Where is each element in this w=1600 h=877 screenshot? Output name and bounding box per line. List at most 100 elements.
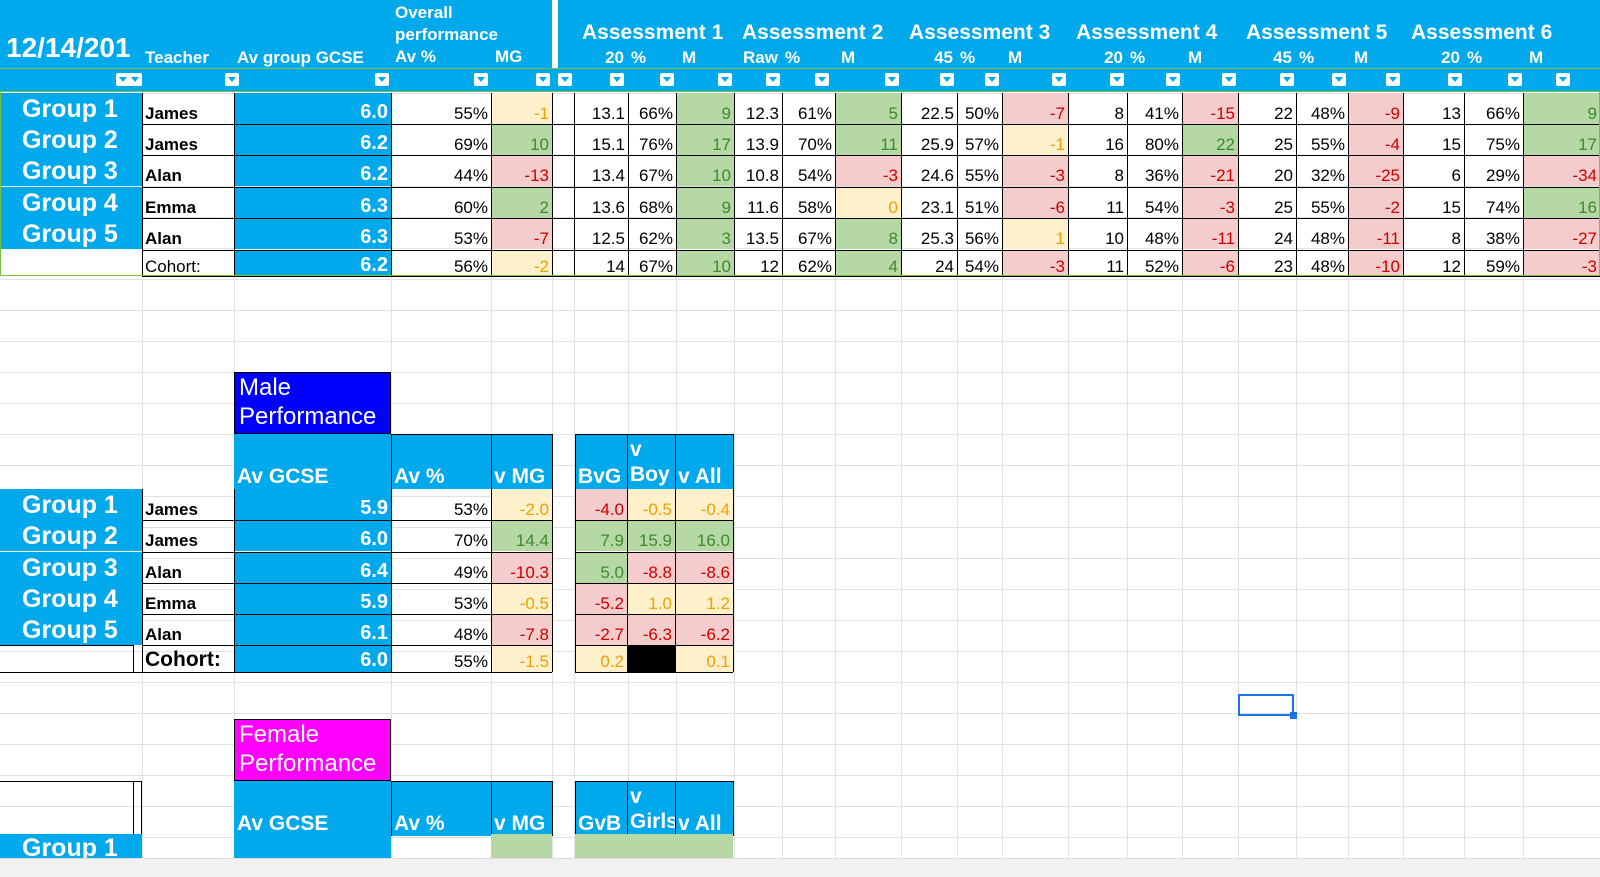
teacher-cell[interactable]: Alan bbox=[145, 229, 182, 248]
filter-dropdown-icon[interactable] bbox=[718, 73, 732, 86]
male-v-boy-cell[interactable]: -8.8 bbox=[627, 552, 675, 583]
teacher-header[interactable]: Teacher bbox=[142, 0, 234, 68]
assessment-m-cell[interactable]: -21 bbox=[1182, 155, 1238, 186]
male-teacher-cell[interactable]: James bbox=[145, 500, 198, 519]
assessment-m-cell[interactable]: -15 bbox=[1182, 93, 1238, 124]
av-gcse-cell[interactable]: 6.0 bbox=[234, 93, 391, 124]
assessment-pct-cell[interactable]: 66% bbox=[1485, 104, 1520, 123]
filter-dropdown-icon[interactable] bbox=[1280, 73, 1294, 86]
assessment-5-header[interactable]: Assessment 5 bbox=[1238, 0, 1403, 46]
assessment-2-pct-header[interactable]: % bbox=[782, 46, 835, 68]
male-group-label[interactable]: Group 5 bbox=[0, 614, 142, 645]
filter-dropdown-icon[interactable] bbox=[1448, 73, 1462, 86]
teacher-cell[interactable]: James bbox=[145, 135, 198, 154]
male-v-boy-cell[interactable]: -0.5 bbox=[627, 489, 675, 520]
assessment-4-m-header[interactable]: M bbox=[1182, 46, 1238, 68]
male-av-gcse-cell[interactable]: 5.9 bbox=[234, 489, 391, 520]
male-av-gcse-cell[interactable]: 6.1 bbox=[234, 614, 391, 645]
assessment-m-cell[interactable]: 8 bbox=[835, 218, 901, 249]
assessment-m-cell[interactable]: -25 bbox=[1348, 155, 1403, 186]
group-label[interactable]: Group 4 bbox=[0, 187, 142, 218]
mg-cell[interactable]: 10 bbox=[491, 124, 552, 155]
male-vmg-header[interactable]: v MG bbox=[491, 434, 552, 489]
assessment-raw-cell[interactable]: 12.3 bbox=[745, 104, 779, 123]
assessment-raw-cell[interactable]: 11.6 bbox=[747, 198, 779, 217]
male-vmg-cell[interactable]: -0.5 bbox=[491, 583, 552, 614]
assessment-m-cell[interactable]: 11 bbox=[835, 124, 901, 155]
male-vmg-cell[interactable]: 14.4 bbox=[491, 520, 552, 551]
male-av-pct-cell[interactable]: 53% bbox=[453, 500, 488, 519]
assessment-raw-cell[interactable]: 8 bbox=[1451, 229, 1461, 248]
filter-dropdown-icon[interactable] bbox=[375, 73, 389, 86]
male-vall-cell[interactable]: 1.2 bbox=[675, 583, 733, 614]
spreadsheet-grid[interactable]: 12/14/201 Teacher Av group GCSE Overall … bbox=[0, 0, 1600, 858]
male-av-pct-cell[interactable]: 49% bbox=[453, 563, 488, 582]
filter-dropdown-icon[interactable] bbox=[1166, 73, 1180, 86]
assessment-raw-cell[interactable]: 20 bbox=[1274, 166, 1293, 185]
av-group-gcse-header[interactable]: Av group GCSE bbox=[234, 0, 391, 68]
filter-dropdown-icon[interactable] bbox=[1052, 73, 1066, 86]
assessment-pct-cell[interactable]: 76% bbox=[638, 135, 673, 154]
av-gcse-cell[interactable]: 6.2 bbox=[234, 124, 391, 155]
assessment-m-cell[interactable]: -27 bbox=[1523, 218, 1600, 249]
assessment-2-m-header[interactable]: M bbox=[835, 46, 901, 68]
female-av-gcse-header[interactable]: Av GCSE bbox=[234, 781, 391, 836]
assessment-3-header[interactable]: Assessment 3 bbox=[901, 0, 1068, 46]
filter-dropdown-icon[interactable] bbox=[1556, 73, 1570, 86]
assessment-5-raw-header[interactable]: 45 bbox=[1238, 46, 1296, 68]
assessment-6-pct-header[interactable]: % bbox=[1464, 46, 1523, 68]
filter-dropdown-icon[interactable] bbox=[558, 73, 572, 86]
av-pct-cell[interactable]: 44% bbox=[453, 166, 488, 185]
assessment-1-header[interactable]: Assessment 1 bbox=[574, 0, 734, 46]
male-v-boy-cell[interactable]: 15.9 bbox=[627, 520, 675, 551]
assessment-1-raw-header[interactable]: 20 bbox=[574, 46, 628, 68]
male-vmg-cell[interactable]: -2.0 bbox=[491, 489, 552, 520]
assessment-2-raw-header[interactable]: Raw bbox=[734, 46, 782, 68]
assessment-m-cell[interactable]: -11 bbox=[1348, 218, 1403, 249]
male-group-label[interactable]: Group 3 bbox=[0, 552, 142, 583]
male-teacher-cell[interactable]: Emma bbox=[145, 594, 197, 613]
teacher-cell[interactable]: Alan bbox=[145, 166, 182, 185]
assessment-raw-cell[interactable]: 23.1 bbox=[920, 198, 954, 217]
male-av-pct-cell[interactable]: 53% bbox=[453, 594, 488, 613]
assessment-raw-cell[interactable]: 15 bbox=[1442, 135, 1461, 154]
assessment-6-m-header[interactable]: M bbox=[1523, 46, 1600, 68]
assessment-pct-cell[interactable]: 29% bbox=[1485, 166, 1520, 185]
male-group-label[interactable] bbox=[0, 645, 134, 672]
assessment-5-m-header[interactable]: M bbox=[1348, 46, 1403, 68]
assessment-raw-cell[interactable]: 14 bbox=[606, 257, 625, 276]
assessment-6-raw-header[interactable]: 20 bbox=[1403, 46, 1464, 68]
male-v-boy-cell[interactable]: -6.3 bbox=[627, 614, 675, 645]
male-bvg-cell[interactable]: -5.2 bbox=[575, 583, 627, 614]
filter-dropdown-icon[interactable] bbox=[128, 73, 142, 86]
filter-dropdown-icon[interactable] bbox=[940, 73, 954, 86]
assessment-m-cell[interactable]: -34 bbox=[1523, 155, 1600, 186]
assessment-pct-cell[interactable]: 68% bbox=[638, 198, 673, 217]
assessment-m-cell[interactable]: -10 bbox=[1348, 250, 1403, 277]
assessment-pct-cell[interactable]: 50% bbox=[964, 104, 999, 123]
assessment-pct-cell[interactable]: 54% bbox=[964, 257, 999, 276]
assessment-pct-cell[interactable]: 55% bbox=[964, 166, 999, 185]
teacher-cell[interactable]: James bbox=[145, 104, 198, 123]
assessment-raw-cell[interactable]: 12 bbox=[760, 257, 779, 276]
assessment-4-raw-header[interactable]: 20 bbox=[1068, 46, 1127, 68]
mg-cell[interactable]: 2 bbox=[491, 187, 552, 218]
male-bvg-cell[interactable]: 7.9 bbox=[575, 520, 627, 551]
group-label[interactable]: Group 2 bbox=[0, 124, 142, 155]
female-vmg-header[interactable]: v MG bbox=[491, 781, 552, 836]
assessment-raw-cell[interactable]: 13.4 bbox=[591, 166, 625, 185]
assessment-pct-cell[interactable]: 80% bbox=[1144, 135, 1179, 154]
assessment-pct-cell[interactable]: 54% bbox=[797, 166, 832, 185]
male-group-label[interactable]: Group 2 bbox=[0, 520, 142, 551]
male-av-pct-cell[interactable]: 48% bbox=[453, 625, 488, 644]
male-vall-cell[interactable]: -8.6 bbox=[675, 552, 733, 583]
male-vall-cell[interactable]: 16.0 bbox=[675, 520, 733, 551]
assessment-pct-cell[interactable]: 57% bbox=[964, 135, 999, 154]
assessment-raw-cell[interactable]: 15 bbox=[1442, 198, 1461, 217]
male-vall-cell[interactable]: -6.2 bbox=[675, 614, 733, 645]
fill-handle[interactable] bbox=[1290, 712, 1297, 719]
assessment-3-raw-header[interactable]: 45 bbox=[901, 46, 957, 68]
assessment-1-pct-header[interactable]: % bbox=[628, 46, 676, 68]
filter-dropdown-icon[interactable] bbox=[885, 73, 899, 86]
male-vmg-cell[interactable]: -10.3 bbox=[491, 552, 552, 583]
